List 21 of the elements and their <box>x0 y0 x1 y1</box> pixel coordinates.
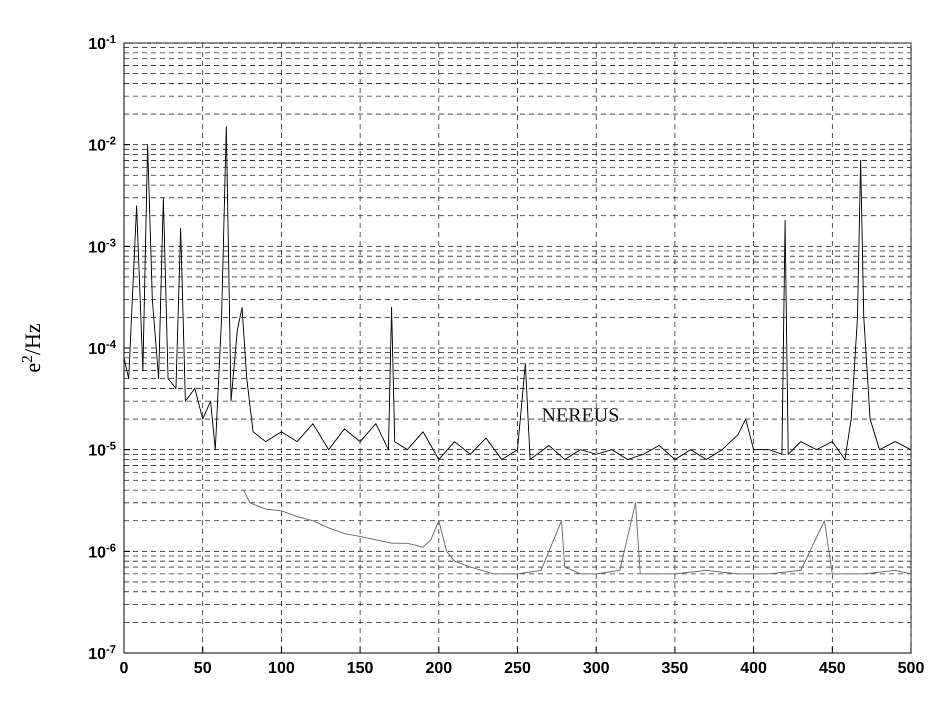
x-tick-label: 250 <box>504 660 531 677</box>
y-tick-label: 10$^{-2}$ <box>88 136 116 155</box>
y-tick-label: 10$^{-6}$ <box>88 542 116 562</box>
x-tick-label: 300 <box>582 660 610 677</box>
x-tick-label: 200 <box>425 660 452 677</box>
y-tick-label: 10$^{-5}$ <box>88 440 116 460</box>
line-series <box>124 126 912 460</box>
x-tick-label: 100 <box>268 660 295 677</box>
x-tick-label: 500 <box>898 660 924 677</box>
line-series <box>243 490 912 574</box>
x-tick-label: 400 <box>740 660 768 677</box>
x-tick-label: 450 <box>818 660 846 677</box>
y-tick-label: 10$^{-3}$ <box>88 237 116 256</box>
series-label: NEREUS <box>542 404 620 427</box>
x-tick-label: 150 <box>346 660 374 677</box>
y-tick-label: 10$^{-7}$ <box>88 644 116 663</box>
x-tick-label: 0 <box>120 660 129 677</box>
x-tick-label: 50 <box>194 660 212 677</box>
y-tick-label: 10$^{-4}$ <box>88 339 117 358</box>
x-tick-label: 350 <box>662 660 688 677</box>
y-tick-label: 10$^{-1}$ <box>88 34 116 53</box>
